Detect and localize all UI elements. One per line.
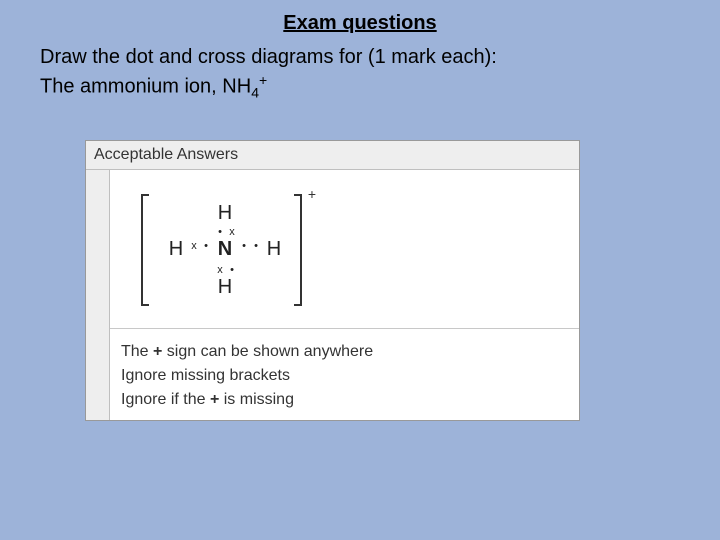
note-text: sign can be shown anywhere	[162, 343, 373, 360]
answer-header: Acceptable Answers	[86, 141, 579, 170]
instructions-block: Draw the dot and cross diagrams for (1 m…	[0, 35, 720, 103]
charge-superscript: +	[308, 186, 316, 202]
page-title: Exam questions	[0, 0, 720, 35]
electron-dot-icon: •	[251, 240, 261, 252]
answer-panel: Acceptable Answers + N H H H H • x x • •…	[85, 140, 580, 421]
bracket-right-icon	[292, 194, 302, 306]
note-line-2: Ignore missing brackets	[121, 364, 373, 388]
atom-hydrogen-bottom: H	[216, 276, 234, 298]
left-margin-strip	[86, 170, 110, 420]
note-line-3: Ignore if the + is missing	[121, 388, 373, 412]
marking-notes: The + sign can be shown anywhere Ignore …	[121, 340, 373, 412]
atom-hydrogen-left: H	[167, 238, 185, 260]
dot-cross-diagram: + N H H H H • x x • • • x •	[141, 188, 316, 313]
instruction-line-2: The ammonium ion, NH4+	[40, 71, 680, 103]
formula-subscript: 4	[251, 85, 259, 101]
atom-hydrogen-right: H	[265, 238, 283, 260]
electron-dot-icon: •	[227, 264, 237, 276]
note-bold-plus: +	[210, 391, 219, 408]
note-bold-plus: +	[153, 343, 162, 360]
electron-cross-icon: x	[215, 264, 225, 276]
divider	[110, 328, 579, 329]
note-text: Ignore if the	[121, 391, 210, 408]
formula-prefix: The ammonium ion, NH	[40, 76, 251, 98]
formula-superscript: +	[259, 72, 267, 88]
electron-cross-icon: x	[227, 226, 237, 238]
note-line-1: The + sign can be shown anywhere	[121, 340, 373, 364]
atom-nitrogen: N	[216, 238, 234, 260]
note-text: is missing	[219, 391, 294, 408]
atom-hydrogen-top: H	[216, 202, 234, 224]
bracket-left-icon	[141, 194, 151, 306]
electron-dot-icon: •	[201, 240, 211, 252]
note-text: The	[121, 343, 153, 360]
electron-cross-icon: x	[189, 240, 199, 252]
electron-dot-icon: •	[239, 240, 249, 252]
electron-dot-icon: •	[215, 226, 225, 238]
instruction-line-1: Draw the dot and cross diagrams for (1 m…	[40, 43, 680, 71]
answer-body: + N H H H H • x x • • • x • The + sign c…	[86, 170, 579, 420]
